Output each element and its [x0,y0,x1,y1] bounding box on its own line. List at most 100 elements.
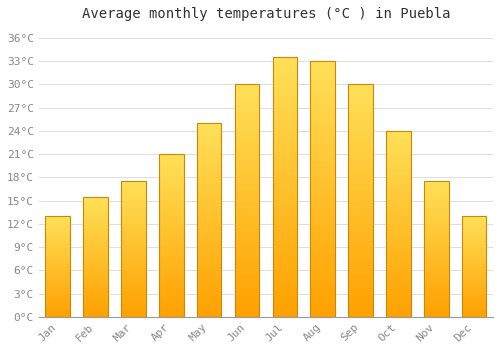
Bar [234,84,260,317]
Bar [386,140,410,142]
Bar [159,237,184,239]
Bar [424,237,448,238]
Bar [462,242,486,243]
Bar [348,277,373,280]
Bar [310,61,335,317]
Bar [310,153,335,156]
Bar [272,73,297,76]
Bar [424,181,448,183]
Bar [272,197,297,200]
Bar [462,274,486,275]
Bar [424,299,448,301]
Bar [424,312,448,313]
Bar [386,205,410,207]
Bar [424,229,448,230]
Bar [197,222,222,224]
Bar [46,316,70,317]
Bar [84,302,108,303]
Bar [84,280,108,281]
Bar [197,278,222,280]
Bar [424,262,448,264]
Bar [159,172,184,174]
Bar [159,170,184,172]
Bar [386,265,410,267]
Bar [348,194,373,196]
Bar [348,287,373,289]
Bar [46,222,70,223]
Bar [272,177,297,179]
Bar [310,79,335,82]
Bar [159,263,184,265]
Bar [462,234,486,235]
Bar [462,267,486,268]
Bar [462,228,486,229]
Bar [121,211,146,212]
Bar [462,218,486,219]
Bar [386,296,410,298]
Bar [348,154,373,156]
Bar [424,264,448,265]
Bar [84,236,108,238]
Bar [348,226,373,229]
Bar [46,295,70,296]
Bar [462,271,486,272]
Bar [46,244,70,245]
Bar [159,224,184,226]
Bar [348,94,373,96]
Bar [197,162,222,164]
Bar [386,131,410,317]
Bar [272,278,297,280]
Bar [121,218,146,219]
Bar [348,231,373,233]
Bar [84,214,108,215]
Bar [84,228,108,229]
Bar [462,310,486,311]
Bar [121,259,146,260]
Bar [462,296,486,297]
Bar [46,284,70,285]
Bar [46,312,70,313]
Bar [272,91,297,93]
Bar [84,248,108,250]
Bar [159,219,184,221]
Bar [121,303,146,304]
Bar [121,248,146,249]
Bar [84,258,108,259]
Bar [462,247,486,248]
Bar [310,102,335,105]
Bar [197,255,222,257]
Bar [197,185,222,187]
Bar [197,168,222,170]
Bar [310,268,335,271]
Bar [462,275,486,276]
Bar [84,210,108,211]
Bar [348,205,373,208]
Bar [197,189,222,191]
Bar [310,291,335,294]
Bar [462,222,486,223]
Bar [272,57,297,317]
Bar [424,245,448,246]
Bar [310,74,335,77]
Bar [272,146,297,148]
Bar [310,296,335,299]
Bar [159,284,184,286]
Bar [348,289,373,291]
Bar [46,278,70,279]
Bar [46,237,70,238]
Bar [84,200,108,202]
Bar [197,150,222,152]
Bar [310,84,335,87]
Bar [424,261,448,262]
Bar [310,222,335,225]
Bar [84,232,108,233]
Bar [272,172,297,174]
Bar [424,206,448,207]
Bar [462,260,486,261]
Bar [197,239,222,241]
Bar [424,253,448,254]
Bar [121,279,146,280]
Bar [234,105,260,108]
Bar [234,226,260,229]
Bar [348,112,373,114]
